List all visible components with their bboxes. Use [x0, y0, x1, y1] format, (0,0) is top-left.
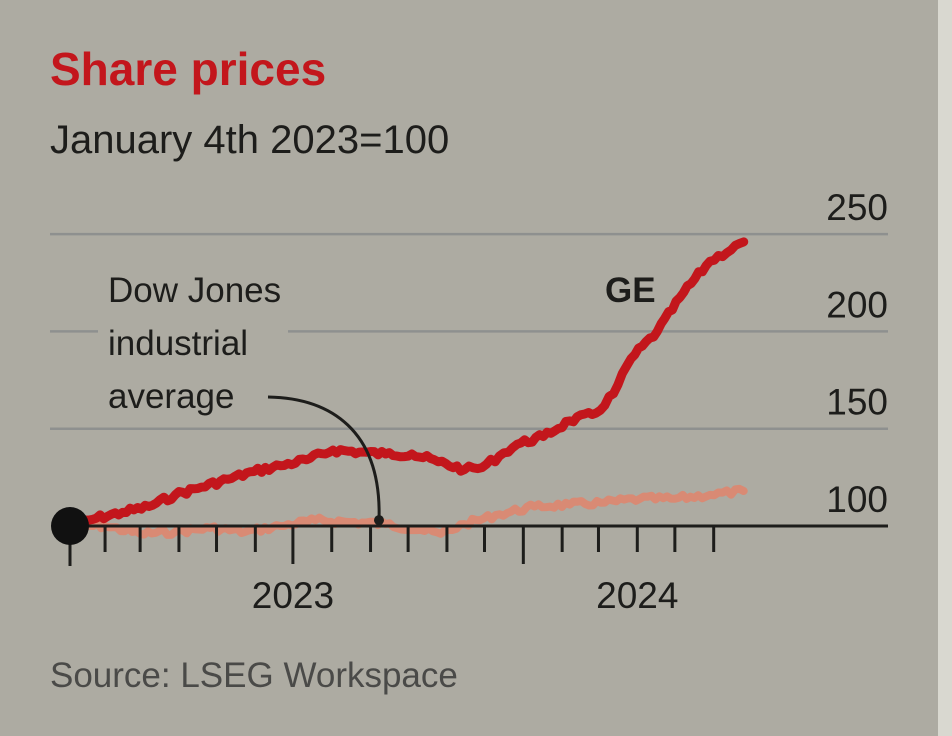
ge-series-label: GE [605, 271, 656, 310]
x-tick-label-2024: 2024 [596, 575, 678, 616]
series-lines [65, 237, 749, 539]
y-axis-labels: 100 150 200 250 [826, 187, 888, 520]
base-date-marker [51, 507, 89, 545]
x-axis: 2023 2024 [68, 524, 888, 616]
y-tick-label-100: 100 [826, 479, 888, 520]
dow-leader-line [267, 395, 381, 521]
dow-label-line-3: average [108, 377, 234, 416]
series-line-dow-jones-industrial-average [66, 484, 748, 539]
y-tick-label-150: 150 [826, 382, 888, 423]
source-note: Source: LSEG Workspace [50, 656, 458, 695]
dow-leader-dot [374, 515, 384, 526]
y-tick-label-200: 200 [826, 284, 888, 325]
annotation-background [98, 262, 288, 422]
dow-label-line-2: industrial [108, 324, 248, 363]
dow-annotation: Dow Jones industrial average [108, 271, 384, 526]
dow-label-line-1: Dow Jones [108, 271, 281, 310]
y-tick-label-250: 250 [826, 187, 888, 228]
chart-title: Share prices [50, 43, 326, 95]
x-tick-label-2023: 2023 [252, 575, 334, 616]
chart-subtitle: January 4th 2023=100 [50, 118, 449, 162]
dow-series-label: Dow Jones industrial average [108, 271, 281, 416]
series-line-ge [65, 237, 749, 531]
